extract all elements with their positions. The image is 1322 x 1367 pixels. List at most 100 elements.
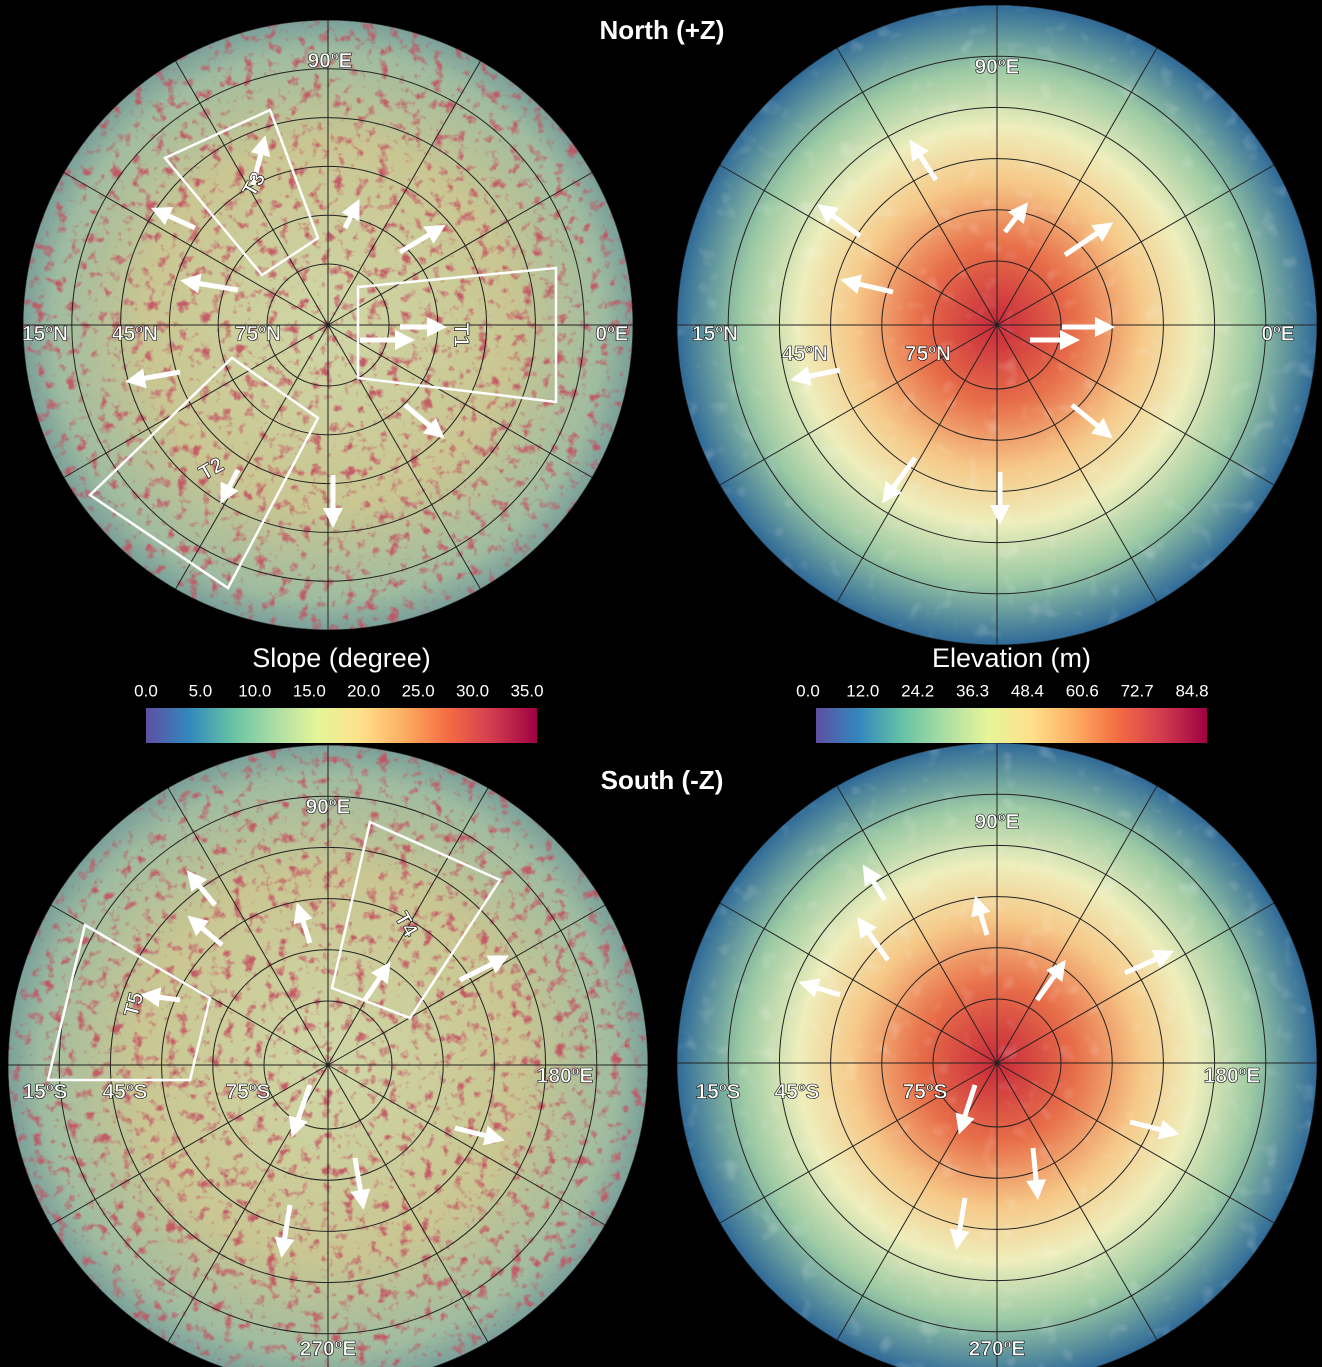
- coord-label: 90ºE: [974, 811, 1019, 834]
- header: North (+Z): [600, 15, 725, 45]
- coord-label: 0ºE: [595, 323, 628, 346]
- flow-arrow: [882, 456, 918, 504]
- flow-arrow: [857, 916, 891, 962]
- coord-label: 180ºE: [537, 1065, 594, 1088]
- flow-arrow: [862, 864, 888, 902]
- region-box: [162, 108, 320, 277]
- flow-arrow: [220, 468, 241, 504]
- coord-label: 270ºE: [969, 1338, 1026, 1361]
- flow-arrow: [288, 1084, 313, 1138]
- region-box: [46, 923, 212, 1082]
- flow-arrow: [816, 204, 862, 239]
- colorbar-tick: 0.0: [796, 681, 820, 700]
- grid-spoke: [327, 324, 593, 478]
- coord-label: 75ºN: [235, 323, 281, 346]
- colorbar-tick: 5.0: [189, 681, 213, 700]
- colorbar-tick: 72.7: [1121, 681, 1154, 700]
- grid-spoke: [327, 324, 481, 590]
- flow-arrow: [840, 274, 894, 295]
- grid-spoke: [327, 904, 606, 1066]
- grid-spoke: [996, 164, 1275, 326]
- grid-spoke: [836, 47, 998, 326]
- region-label: T1: [449, 323, 472, 348]
- flow-arrow: [187, 915, 224, 947]
- colorbar-title: Slope (degree): [252, 643, 431, 673]
- colorbar-tick: 48.4: [1011, 681, 1044, 700]
- flow-arrow: [362, 961, 391, 1002]
- flow-arrow: [955, 1084, 978, 1135]
- flow-arrow: [140, 987, 181, 1008]
- colorbar-title: Elevation (m): [932, 643, 1091, 673]
- coord-label: 0ºE: [1261, 323, 1294, 346]
- grid-spoke: [50, 1064, 329, 1226]
- panel: 90ºE 15ºN 45ºN 75ºN 0ºE: [677, 5, 1317, 645]
- flow-arrow: [1129, 1119, 1180, 1140]
- coord-label: 75ºN: [905, 343, 951, 366]
- header: South (-Z): [601, 765, 724, 795]
- flow-arrow: [1026, 1147, 1047, 1200]
- grid-spoke: [996, 1062, 1275, 1224]
- grid-spoke: [996, 902, 1275, 1064]
- colorbar-tick: 60.6: [1066, 681, 1099, 700]
- flow-arrow: [398, 224, 446, 255]
- grid-spoke: [996, 47, 1158, 326]
- coord-label: 15ºS: [695, 1081, 740, 1104]
- colorbar-tick: 30.0: [456, 681, 489, 700]
- coord-label: 45ºS: [774, 1081, 819, 1104]
- colorbar-tick: 24.2: [901, 681, 934, 700]
- colorbar: [146, 708, 537, 743]
- flow-arrow: [1070, 403, 1113, 439]
- flow-arrow: [971, 895, 991, 936]
- panel: 90ºE 15ºS 45ºS 75ºS 180ºE 270ºE: [677, 743, 1317, 1367]
- coord-label: 90ºE: [974, 56, 1019, 79]
- flow-arrow: [1034, 959, 1066, 1002]
- flow-arrow: [1063, 222, 1114, 258]
- flow-arrow: [458, 955, 509, 983]
- coord-label: 90ºE: [305, 796, 350, 819]
- flow-arrow: [909, 139, 939, 182]
- flow-arrow: [186, 870, 217, 907]
- region-box: [356, 266, 558, 404]
- grid-spoke: [719, 1062, 998, 1224]
- colorbar-tick: 0.0: [134, 681, 158, 700]
- colorbar: [816, 708, 1207, 743]
- grid-spoke: [996, 324, 1158, 603]
- grid-spoke: [327, 172, 593, 326]
- coord-label: 90ºE: [307, 50, 352, 73]
- flow-arrow: [403, 403, 445, 439]
- coord-label: 45ºN: [782, 343, 828, 366]
- grid-spoke: [996, 1062, 1158, 1341]
- coord-label: 75ºS: [225, 1081, 270, 1104]
- grid-spoke: [327, 1064, 489, 1343]
- grid-spoke: [63, 324, 329, 478]
- asteroid: [677, 743, 1317, 1367]
- grid-spoke: [167, 787, 329, 1066]
- asteroid: [23, 20, 633, 630]
- colorbar-tick: 15.0: [293, 681, 326, 700]
- coord-label: 270ºE: [300, 1338, 357, 1361]
- colorbar-tick: 84.8: [1175, 681, 1208, 700]
- flow-arrow: [125, 368, 181, 389]
- region-box: [330, 820, 502, 1020]
- colorbar-tick: 36.3: [956, 681, 989, 700]
- flow-arrow: [1003, 202, 1029, 234]
- coord-label: 75ºS: [902, 1081, 947, 1104]
- asteroid: [677, 5, 1317, 645]
- region-box: [88, 356, 320, 590]
- colorbar-tick: 10.0: [238, 681, 271, 700]
- colorbar-tick: 20.0: [347, 681, 380, 700]
- flow-arrow: [250, 135, 271, 186]
- flow-arrow: [454, 1125, 505, 1146]
- grid-spoke: [719, 902, 998, 1064]
- grid-spoke: [175, 324, 329, 590]
- asteroid: [8, 745, 648, 1367]
- grid-spoke: [719, 164, 998, 326]
- flow-arrow: [949, 1197, 970, 1250]
- flow-arrow: [350, 1157, 371, 1210]
- grid-spoke: [63, 172, 329, 326]
- flow-arrow: [180, 273, 239, 294]
- colorbar-tick: 35.0: [510, 681, 543, 700]
- coord-label: 15ºN: [22, 323, 68, 346]
